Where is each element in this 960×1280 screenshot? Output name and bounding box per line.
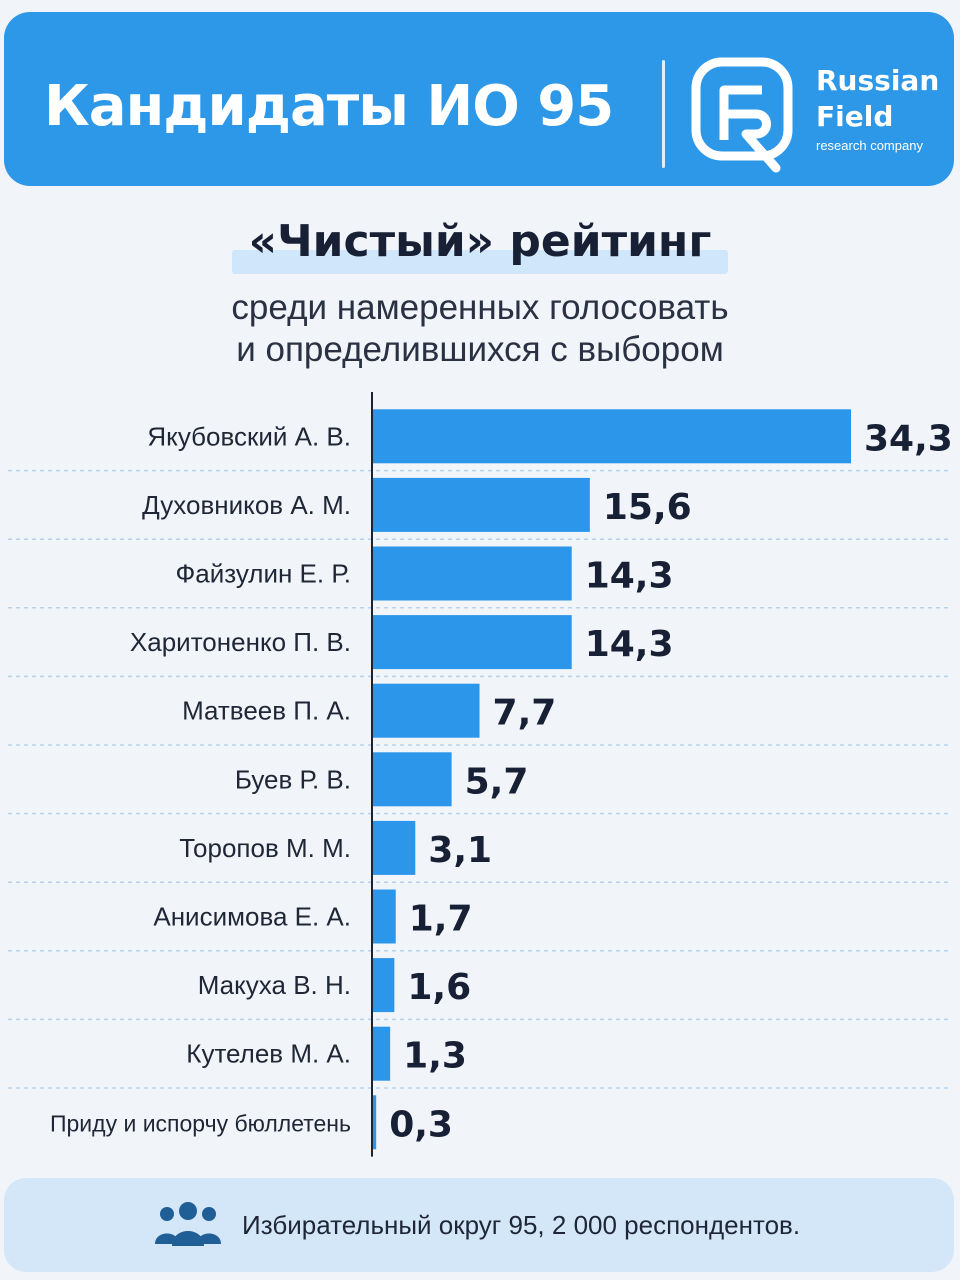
value-label: 14,3 [585, 556, 674, 597]
category-label: Кутелев М. А. [186, 1039, 351, 1069]
bar [372, 615, 572, 670]
value-label: 7,7 [493, 693, 557, 734]
category-label: Матвеев П. А. [182, 696, 351, 726]
bar [372, 958, 395, 1013]
chart-subtitle-line1: среди намеренных голосовать [231, 288, 729, 327]
value-label: 5,7 [465, 761, 529, 802]
bar [372, 889, 396, 944]
category-label: Файзулин Е. Р. [175, 559, 351, 589]
value-label: 15,6 [603, 487, 692, 528]
title-highlight [232, 250, 728, 274]
category-label: Духовников А. М. [142, 490, 351, 520]
bar [372, 409, 851, 464]
brand-name-line1: Russian [816, 64, 940, 97]
bar [372, 1026, 391, 1081]
russian-field-logo-icon [691, 57, 793, 173]
category-label: Харитоненко П. В. [130, 627, 351, 657]
footer-note: Избирательный округ 95, 2 000 респондент… [4, 1178, 954, 1272]
category-label: Макуха В. Н. [198, 970, 351, 1000]
bar [372, 820, 416, 875]
category-label: Приду и испорчу бюллетень [50, 1110, 351, 1136]
value-label: 34,3 [864, 418, 953, 459]
category-label: Якубовский А. В. [147, 421, 351, 451]
brand-name-line2: Field [816, 100, 894, 133]
bar [372, 546, 572, 601]
value-label: 1,7 [409, 899, 473, 940]
header-divider [662, 60, 665, 168]
people-icon [155, 1202, 221, 1246]
bar [372, 1095, 377, 1150]
bar-chart: Якубовский А. В. 34,3 Духовников А. М. 15,6… [8, 392, 953, 1157]
category-label: Торопов М. М. [179, 833, 351, 863]
chart-title: «Чистый» рейтинг [248, 216, 712, 267]
bar [372, 752, 452, 807]
value-label: 14,3 [585, 624, 674, 665]
category-label: Буев Р. В. [235, 764, 351, 794]
value-label: 3,1 [428, 830, 492, 871]
value-label: 1,3 [403, 1036, 467, 1077]
value-label: 1,6 [407, 967, 471, 1008]
category-label: Анисимова Е. А. [153, 902, 351, 932]
chart-subtitle-line2: и определившихся с выбором [236, 330, 724, 369]
header-banner: Кандидаты ИО 95 Russian Field research c… [4, 12, 954, 186]
footer-text: Избирательный округ 95, 2 000 респондент… [242, 1210, 801, 1240]
brand-tagline: research company [816, 138, 923, 153]
bar [372, 477, 590, 532]
bar [372, 683, 480, 738]
header-title: Кандидаты ИО 95 [44, 74, 614, 139]
value-label: 0,3 [389, 1104, 453, 1145]
